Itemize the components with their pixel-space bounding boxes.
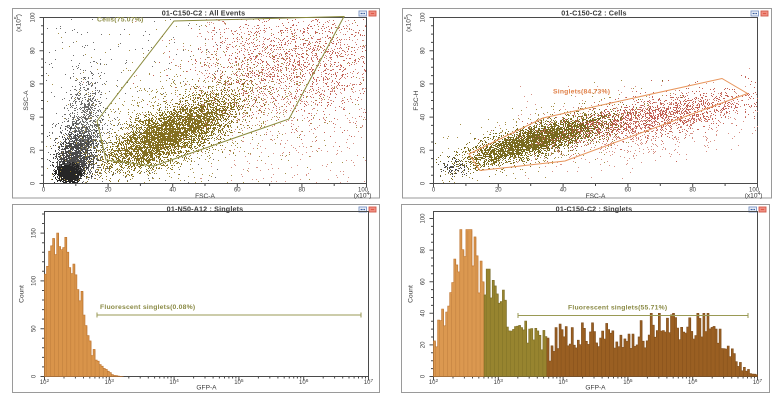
svg-text:(x105): (x105) xyxy=(14,14,23,32)
svg-text:80: 80 xyxy=(421,246,427,253)
svg-text:FSC-A: FSC-A xyxy=(586,193,606,200)
svg-text:Fluorescent singlets(0.08%): Fluorescent singlets(0.08%) xyxy=(100,304,195,311)
svg-text:107: 107 xyxy=(364,378,374,386)
svg-text:100: 100 xyxy=(32,275,38,286)
svg-text:106: 106 xyxy=(688,378,698,386)
svg-text:103: 103 xyxy=(494,378,504,386)
svg-text:40: 40 xyxy=(421,113,427,120)
svg-text:(x104): (x104) xyxy=(354,191,372,200)
svg-text:0: 0 xyxy=(421,181,427,185)
svg-text:01-C150-C2 : Singlets: 01-C150-C2 : Singlets xyxy=(556,205,633,214)
svg-text:GFP-A: GFP-A xyxy=(585,385,606,392)
svg-text:60: 60 xyxy=(31,80,37,87)
svg-text:0: 0 xyxy=(421,374,427,378)
svg-text:60: 60 xyxy=(421,80,427,87)
svg-text:150: 150 xyxy=(32,227,38,238)
svg-text:FSC-H: FSC-H xyxy=(413,90,420,110)
svg-text:104: 104 xyxy=(169,378,179,386)
svg-text:80: 80 xyxy=(421,47,427,54)
svg-text:40: 40 xyxy=(421,309,427,316)
svg-text:104: 104 xyxy=(558,378,568,386)
svg-text:107: 107 xyxy=(753,378,763,386)
svg-text:50: 50 xyxy=(32,325,38,332)
svg-text:102: 102 xyxy=(40,378,50,386)
svg-text:(x105): (x105) xyxy=(404,14,413,32)
svg-text:105: 105 xyxy=(623,378,633,386)
svg-text:100: 100 xyxy=(31,12,37,23)
svg-text:80: 80 xyxy=(689,188,696,194)
svg-text:102: 102 xyxy=(429,378,439,386)
svg-text:40: 40 xyxy=(31,113,37,120)
svg-text:01-C150-C2 : All Events: 01-C150-C2 : All Events xyxy=(162,9,245,18)
svg-text:106: 106 xyxy=(299,378,309,386)
svg-text:100: 100 xyxy=(358,188,369,194)
svg-text:20: 20 xyxy=(495,188,502,194)
svg-text:(x104): (x104) xyxy=(745,191,763,200)
svg-text:0: 0 xyxy=(42,188,46,194)
svg-text:20: 20 xyxy=(421,146,427,153)
svg-text:100: 100 xyxy=(421,213,427,224)
svg-text:60: 60 xyxy=(421,278,427,285)
svg-text:20: 20 xyxy=(31,146,37,153)
svg-text:100: 100 xyxy=(421,12,427,23)
svg-text:100: 100 xyxy=(749,188,760,194)
svg-text:Count: Count xyxy=(19,285,26,303)
svg-text:Fluorescent singlets(55.71%): Fluorescent singlets(55.71%) xyxy=(568,305,667,312)
svg-text:01-C150-C2 : Cells: 01-C150-C2 : Cells xyxy=(561,9,626,18)
svg-text:103: 103 xyxy=(105,378,115,386)
svg-text:60: 60 xyxy=(625,188,632,194)
svg-text:SSC-A: SSC-A xyxy=(23,90,30,111)
svg-text:0: 0 xyxy=(31,181,37,185)
svg-text:Cells(75.07%): Cells(75.07%) xyxy=(97,17,143,24)
svg-text:60: 60 xyxy=(234,188,241,194)
svg-text:FSC-A: FSC-A xyxy=(195,193,215,200)
svg-text:20: 20 xyxy=(421,341,427,348)
svg-text:01-N50-A12 : Singlets: 01-N50-A12 : Singlets xyxy=(167,205,244,214)
svg-text:40: 40 xyxy=(169,188,176,194)
svg-text:80: 80 xyxy=(299,188,306,194)
svg-text:Singlets(84.73%): Singlets(84.73%) xyxy=(553,89,610,96)
svg-text:0: 0 xyxy=(432,188,436,194)
svg-text:20: 20 xyxy=(105,188,112,194)
svg-text:80: 80 xyxy=(31,47,37,54)
svg-text:0: 0 xyxy=(32,374,38,378)
svg-text:Count: Count xyxy=(408,285,415,303)
svg-text:40: 40 xyxy=(560,188,567,194)
svg-text:GFP-A: GFP-A xyxy=(196,385,217,392)
svg-text:105: 105 xyxy=(234,378,244,386)
